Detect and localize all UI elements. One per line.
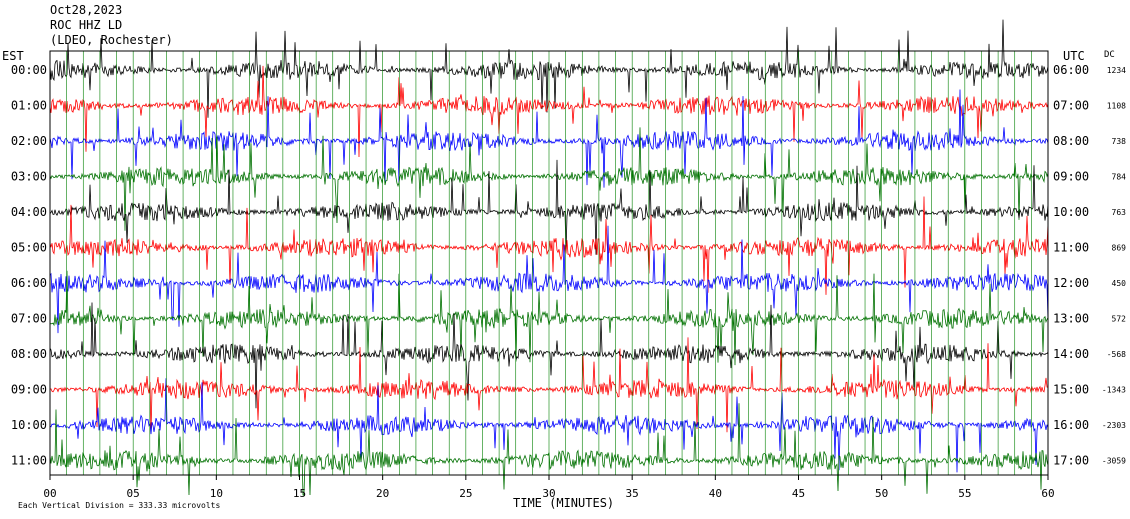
dc-offset-label: -2303 [1102, 421, 1126, 430]
header-date: Oct28,2023 [50, 3, 123, 17]
dc-offset-label: 1234 [1107, 66, 1126, 75]
dc-offset-label: 572 [1112, 315, 1127, 324]
utc-hour-label: 15:00 [1053, 383, 1089, 397]
minute-gridlines [66, 51, 1032, 475]
utc-hour-label: 10:00 [1053, 205, 1089, 219]
dc-offset-label: 784 [1112, 173, 1127, 182]
est-hour-label: 03:00 [11, 170, 47, 184]
utc-hour-label: 12:00 [1053, 276, 1089, 290]
dc-offset-label: 450 [1112, 279, 1127, 288]
x-tick-label: 45 [792, 487, 805, 500]
x-tick-label: 20 [376, 487, 389, 500]
est-hour-label: 11:00 [11, 454, 47, 468]
utc-hour-label: 07:00 [1053, 99, 1089, 113]
dc-offset-label: -1343 [1102, 386, 1126, 395]
utc-hour-label: 14:00 [1053, 347, 1089, 361]
utc-hour-label: 16:00 [1053, 418, 1089, 432]
x-tick-label: 35 [626, 487, 639, 500]
dc-offset-label: 738 [1112, 137, 1127, 146]
est-hour-label: 06:00 [11, 276, 47, 290]
row-labels: 00:00 06:00 1234 01:00 07:00 1108 02:00 08:00 73… [11, 63, 1126, 468]
x-tick-label: 10 [210, 487, 223, 500]
utc-hour-label: 13:00 [1053, 312, 1089, 326]
x-tick-label: 55 [958, 487, 971, 500]
header-station: ROC HHZ LD [50, 18, 123, 32]
dc-offset-label: 1108 [1107, 102, 1126, 111]
x-tick-label: 00 [43, 487, 56, 500]
header-location: (LDEO, Rochester) [50, 33, 173, 47]
est-hour-label: 02:00 [11, 134, 47, 148]
x-tick-label: 15 [293, 487, 306, 500]
est-hour-label: 04:00 [11, 205, 47, 219]
x-tick-label: 30 [542, 487, 555, 500]
utc-hour-label: 08:00 [1053, 134, 1089, 148]
est-hour-label: 09:00 [11, 383, 47, 397]
est-hour-label: 10:00 [11, 418, 47, 432]
dc-offset-label: -568 [1107, 350, 1126, 359]
utc-hour-label: 09:00 [1053, 170, 1089, 184]
x-tick-label: 25 [459, 487, 472, 500]
x-tick-label: 50 [875, 487, 888, 500]
est-hour-label: 00:00 [11, 63, 47, 77]
est-axis-title: EST [2, 49, 24, 63]
est-hour-label: 07:00 [11, 312, 47, 326]
dc-column-title: DC [1104, 50, 1115, 60]
dc-offset-label: 869 [1112, 244, 1127, 253]
est-hour-label: 01:00 [11, 99, 47, 113]
x-axis-ticks: 00 05 10 15 20 25 30 35 40 45 50 55 60 [43, 475, 1055, 500]
x-tick-label: 05 [127, 487, 140, 500]
utc-hour-label: 17:00 [1053, 454, 1089, 468]
x-tick-label: 40 [709, 487, 722, 500]
est-hour-label: 05:00 [11, 241, 47, 255]
dc-offset-label: -3059 [1102, 457, 1126, 466]
utc-hour-label: 11:00 [1053, 241, 1089, 255]
x-axis-title: TIME (MINUTES) [513, 496, 614, 510]
est-hour-label: 08:00 [11, 347, 47, 361]
vertical-division-note: Each Vertical Division = 333.33 microvol… [18, 501, 220, 510]
utc-hour-label: 06:00 [1053, 63, 1089, 77]
dc-offset-label: 763 [1112, 208, 1127, 217]
utc-axis-title: UTC [1063, 49, 1085, 63]
x-tick-label: 60 [1041, 487, 1054, 500]
